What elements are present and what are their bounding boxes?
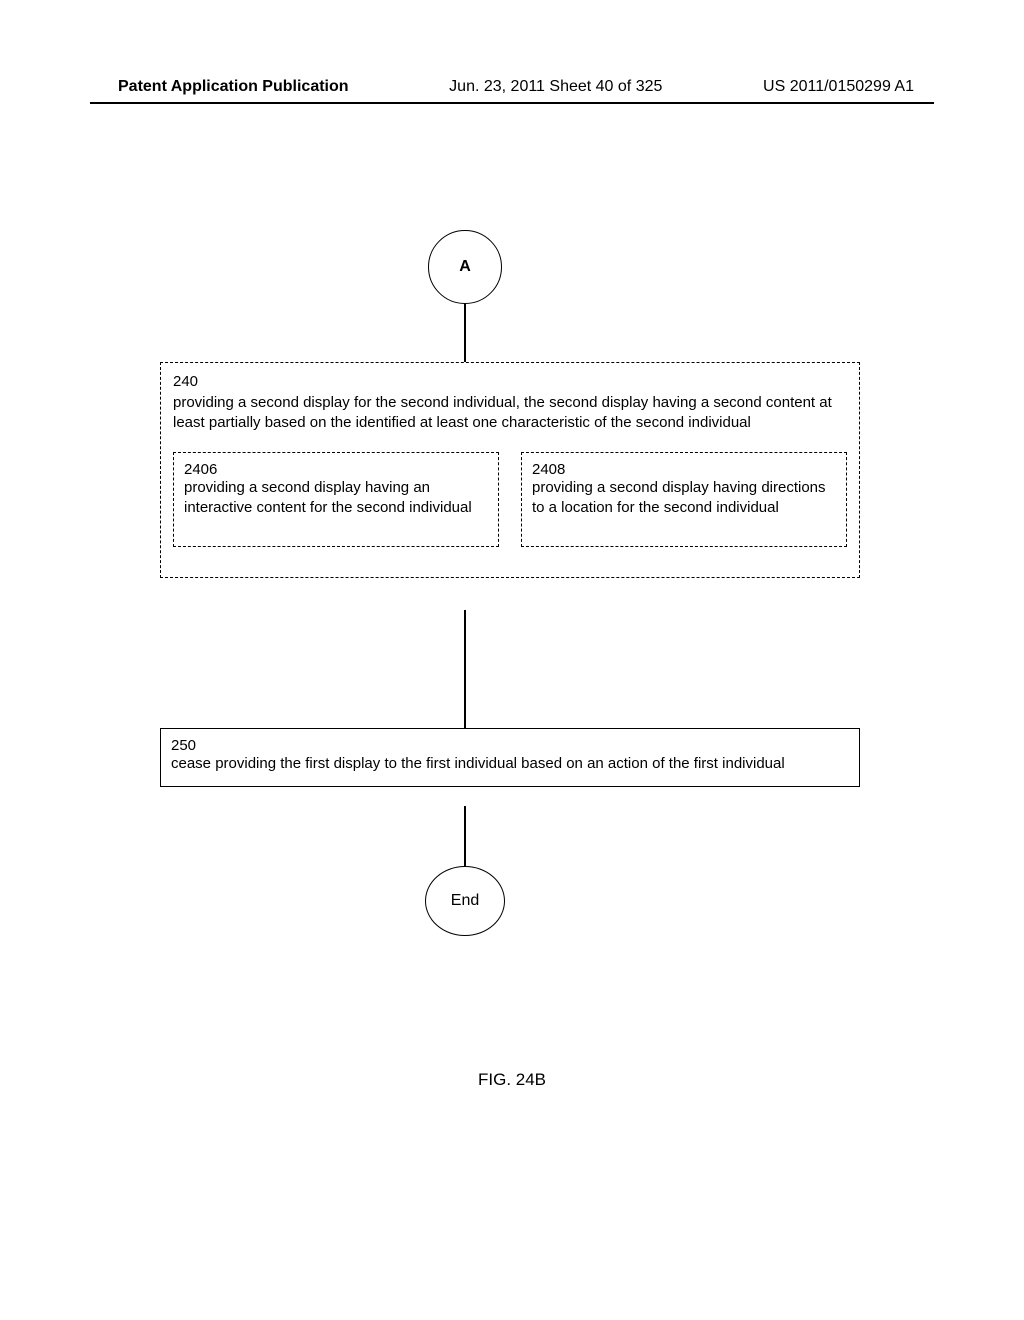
flow-step-240: 240 providing a second display for the s… [160, 362, 860, 578]
flow-terminator-end-label: End [451, 892, 479, 910]
flow-step-240-text: providing a second display for the secon… [173, 393, 847, 434]
header-date-sheet: Jun. 23, 2011 Sheet 40 of 325 [449, 78, 662, 96]
flow-edge-250-End [464, 806, 466, 866]
flow-substep-2408-ref: 2408 [532, 461, 836, 478]
patent-drawing-page: Patent Application Publication Jun. 23, … [0, 0, 1024, 1320]
flow-substep-2408: 2408 providing a second display having d… [521, 452, 847, 548]
flow-substep-2406-text: providing a second display having an int… [184, 479, 472, 516]
flow-step-250-ref: 250 [171, 737, 849, 754]
flow-connector-A: A [428, 230, 502, 304]
flow-step-240-substeps: 2406 providing a second display having a… [173, 452, 847, 548]
figure-label: FIG. 24B [0, 1070, 1024, 1090]
flow-step-250: 250 cease providing the first display to… [160, 728, 860, 787]
flow-substep-2408-text: providing a second display having direct… [532, 479, 826, 516]
flow-edge-240-250 [464, 610, 466, 728]
flow-connector-A-label: A [459, 258, 471, 276]
flow-step-250-text: cease providing the first display to the… [171, 755, 785, 772]
flow-terminator-end: End [425, 866, 505, 936]
flow-step-240-ref: 240 [173, 373, 198, 390]
header-publication-type: Patent Application Publication [118, 78, 349, 96]
page-header: Patent Application Publication Jun. 23, … [0, 78, 1024, 96]
flow-edge-A-240 [464, 304, 466, 362]
flow-substep-2406-ref: 2406 [184, 461, 488, 478]
header-rule [90, 102, 934, 104]
header-pub-number: US 2011/0150299 A1 [763, 78, 914, 96]
flow-substep-2406: 2406 providing a second display having a… [173, 452, 499, 548]
